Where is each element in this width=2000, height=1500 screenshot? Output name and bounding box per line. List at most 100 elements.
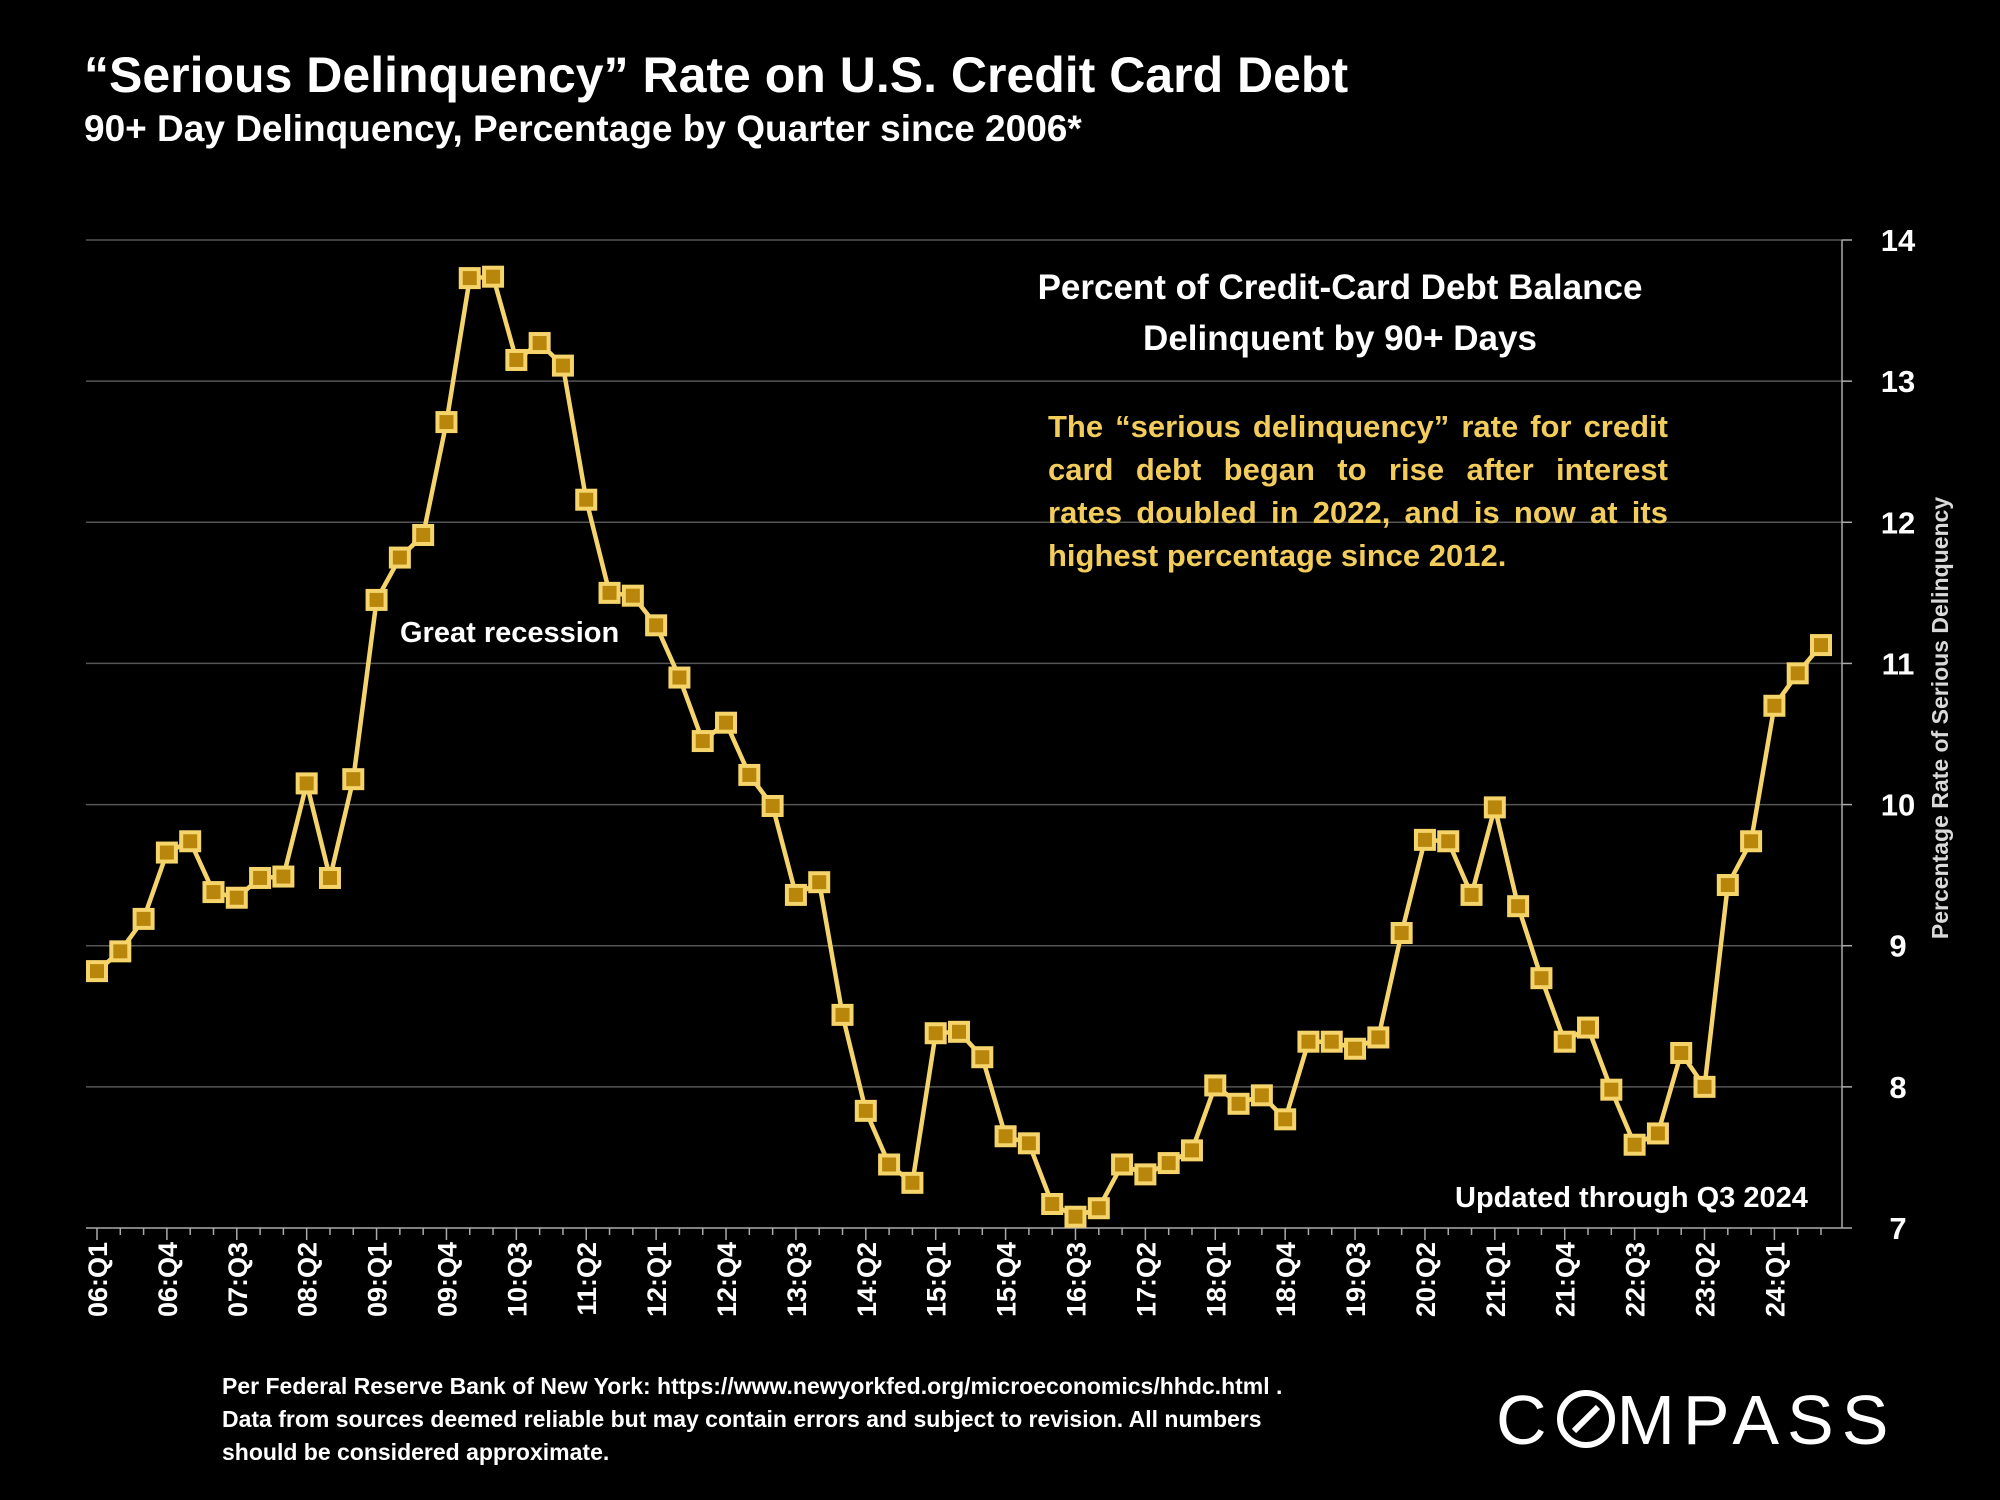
- box-title-line-1: Percent of Credit-Card Debt Balance: [1037, 268, 1643, 307]
- x-tick-label: 11:Q2: [572, 1242, 602, 1316]
- data-point: [715, 711, 738, 734]
- data-point: [1577, 1016, 1600, 1039]
- annotation-note: The “serious delinquency” rate for credi…: [1048, 409, 1668, 573]
- data-series: [86, 265, 1832, 1228]
- data-point: [272, 865, 295, 888]
- footnote-line-1: Per Federal Reserve Bank of New York: ht…: [222, 1373, 1283, 1399]
- x-tick-label: 18:Q4: [1271, 1242, 1301, 1317]
- data-point: [342, 768, 365, 791]
- x-tick-label: 18:Q1: [1201, 1242, 1231, 1317]
- data-point: [1157, 1152, 1180, 1175]
- x-tick-label: 06:Q1: [83, 1242, 113, 1317]
- data-point: [528, 332, 551, 355]
- annotation-great-recession: Great recession: [400, 617, 620, 649]
- data-point: [1670, 1041, 1693, 1064]
- data-point: [598, 581, 621, 604]
- data-point: [365, 588, 388, 611]
- footnote-line-2: Data from sources deemed reliable but ma…: [222, 1406, 1262, 1432]
- data-point: [808, 871, 831, 894]
- logo-text-end: MPASS: [1616, 1381, 1897, 1459]
- axes: [86, 239, 1852, 1240]
- data-point: [1134, 1163, 1157, 1186]
- x-tick-label: 20:Q2: [1411, 1242, 1441, 1317]
- source-footnote: Per Federal Reserve Bank of New York: ht…: [222, 1370, 1360, 1469]
- x-tick-label: 16:Q3: [1061, 1242, 1091, 1317]
- data-point: [1320, 1030, 1343, 1053]
- data-point: [854, 1099, 877, 1122]
- logo-o-icon: [1556, 1390, 1615, 1448]
- x-tick-label: 21:Q1: [1481, 1242, 1511, 1317]
- data-point: [86, 960, 108, 983]
- gridlines: [86, 239, 1842, 1088]
- x-tick-label: 19:Q3: [1341, 1242, 1371, 1317]
- data-point: [1390, 922, 1413, 945]
- data-point: [1763, 694, 1786, 717]
- data-point: [318, 866, 341, 889]
- data-point: [575, 488, 598, 511]
- data-point: [435, 411, 458, 434]
- data-point: [1367, 1026, 1390, 1049]
- data-point: [994, 1125, 1017, 1148]
- data-point: [132, 907, 155, 930]
- data-point: [1786, 662, 1809, 685]
- data-point: [971, 1046, 994, 1069]
- data-point: [505, 348, 528, 371]
- x-tick-label: 23:Q2: [1691, 1242, 1721, 1317]
- data-point: [1460, 883, 1483, 906]
- y-tick-label-7: 7: [1889, 1211, 1906, 1246]
- data-point: [249, 866, 272, 889]
- data-point: [1017, 1132, 1040, 1155]
- data-point: [1344, 1037, 1367, 1060]
- data-point: [1693, 1075, 1716, 1098]
- x-tick-label: 14:Q2: [852, 1242, 882, 1317]
- x-tick-label: 09:Q1: [363, 1242, 393, 1317]
- data-point: [1623, 1133, 1646, 1156]
- data-point: [1413, 828, 1436, 851]
- data-point: [1507, 895, 1530, 918]
- data-point: [109, 940, 132, 963]
- data-point: [458, 267, 481, 290]
- data-point: [295, 772, 318, 795]
- data-point: [901, 1171, 924, 1194]
- chart-title: “Serious Delinquency” Rate on U.S. Credi…: [84, 47, 1349, 103]
- data-point: [1227, 1092, 1250, 1115]
- box-title-line-2: Delinquent by 90+ Days: [1143, 319, 1537, 358]
- data-point: [1646, 1122, 1669, 1145]
- y-tick-labels: 7 8 9 10 11 12 13 14: [1881, 223, 1916, 1246]
- footnote-line-3: should be considered approximate.: [222, 1439, 610, 1465]
- x-tick-label: 15:Q4: [992, 1242, 1022, 1317]
- data-point: [621, 584, 644, 607]
- data-point: [948, 1020, 970, 1043]
- data-point: [551, 354, 574, 377]
- data-point: [155, 841, 178, 864]
- y-tick-label-11: 11: [1882, 646, 1915, 681]
- y-tick-label-8: 8: [1889, 1070, 1906, 1105]
- y-axis-label: Percentage Rate of Serious Delinquency: [1927, 497, 1953, 939]
- data-point: [1810, 634, 1832, 657]
- data-point: [1180, 1139, 1203, 1162]
- y-tick-label-12: 12: [1881, 505, 1915, 540]
- data-point: [388, 546, 411, 569]
- data-point: [1600, 1078, 1623, 1101]
- data-point: [691, 730, 714, 753]
- chart-subtitle: 90+ Day Delinquency, Percentage by Quart…: [84, 108, 1082, 149]
- x-tick-label: 06:Q4: [153, 1242, 183, 1317]
- data-point: [1530, 967, 1553, 990]
- data-point: [1437, 830, 1460, 853]
- data-point: [1041, 1193, 1064, 1216]
- data-point: [924, 1022, 947, 1045]
- data-point: [1087, 1197, 1110, 1220]
- data-point: [1250, 1084, 1273, 1107]
- data-point: [202, 881, 225, 904]
- x-tick-label: 07:Q3: [223, 1242, 253, 1317]
- x-tick-label: 17:Q2: [1131, 1242, 1161, 1317]
- x-tick-label: 22:Q3: [1621, 1242, 1651, 1317]
- data-point: [1204, 1074, 1227, 1097]
- data-point: [878, 1153, 901, 1176]
- data-point: [1483, 796, 1506, 819]
- data-point: [1111, 1153, 1134, 1176]
- updated-label: Updated through Q3 2024: [1455, 1182, 1808, 1214]
- x-tick-label: 15:Q1: [922, 1242, 952, 1317]
- data-point: [1274, 1108, 1297, 1131]
- x-tick-labels: 06:Q1 06:Q4 07:Q3 08:Q2 09:Q1 09:Q4 10:Q3 11:Q2…: [83, 1242, 1790, 1317]
